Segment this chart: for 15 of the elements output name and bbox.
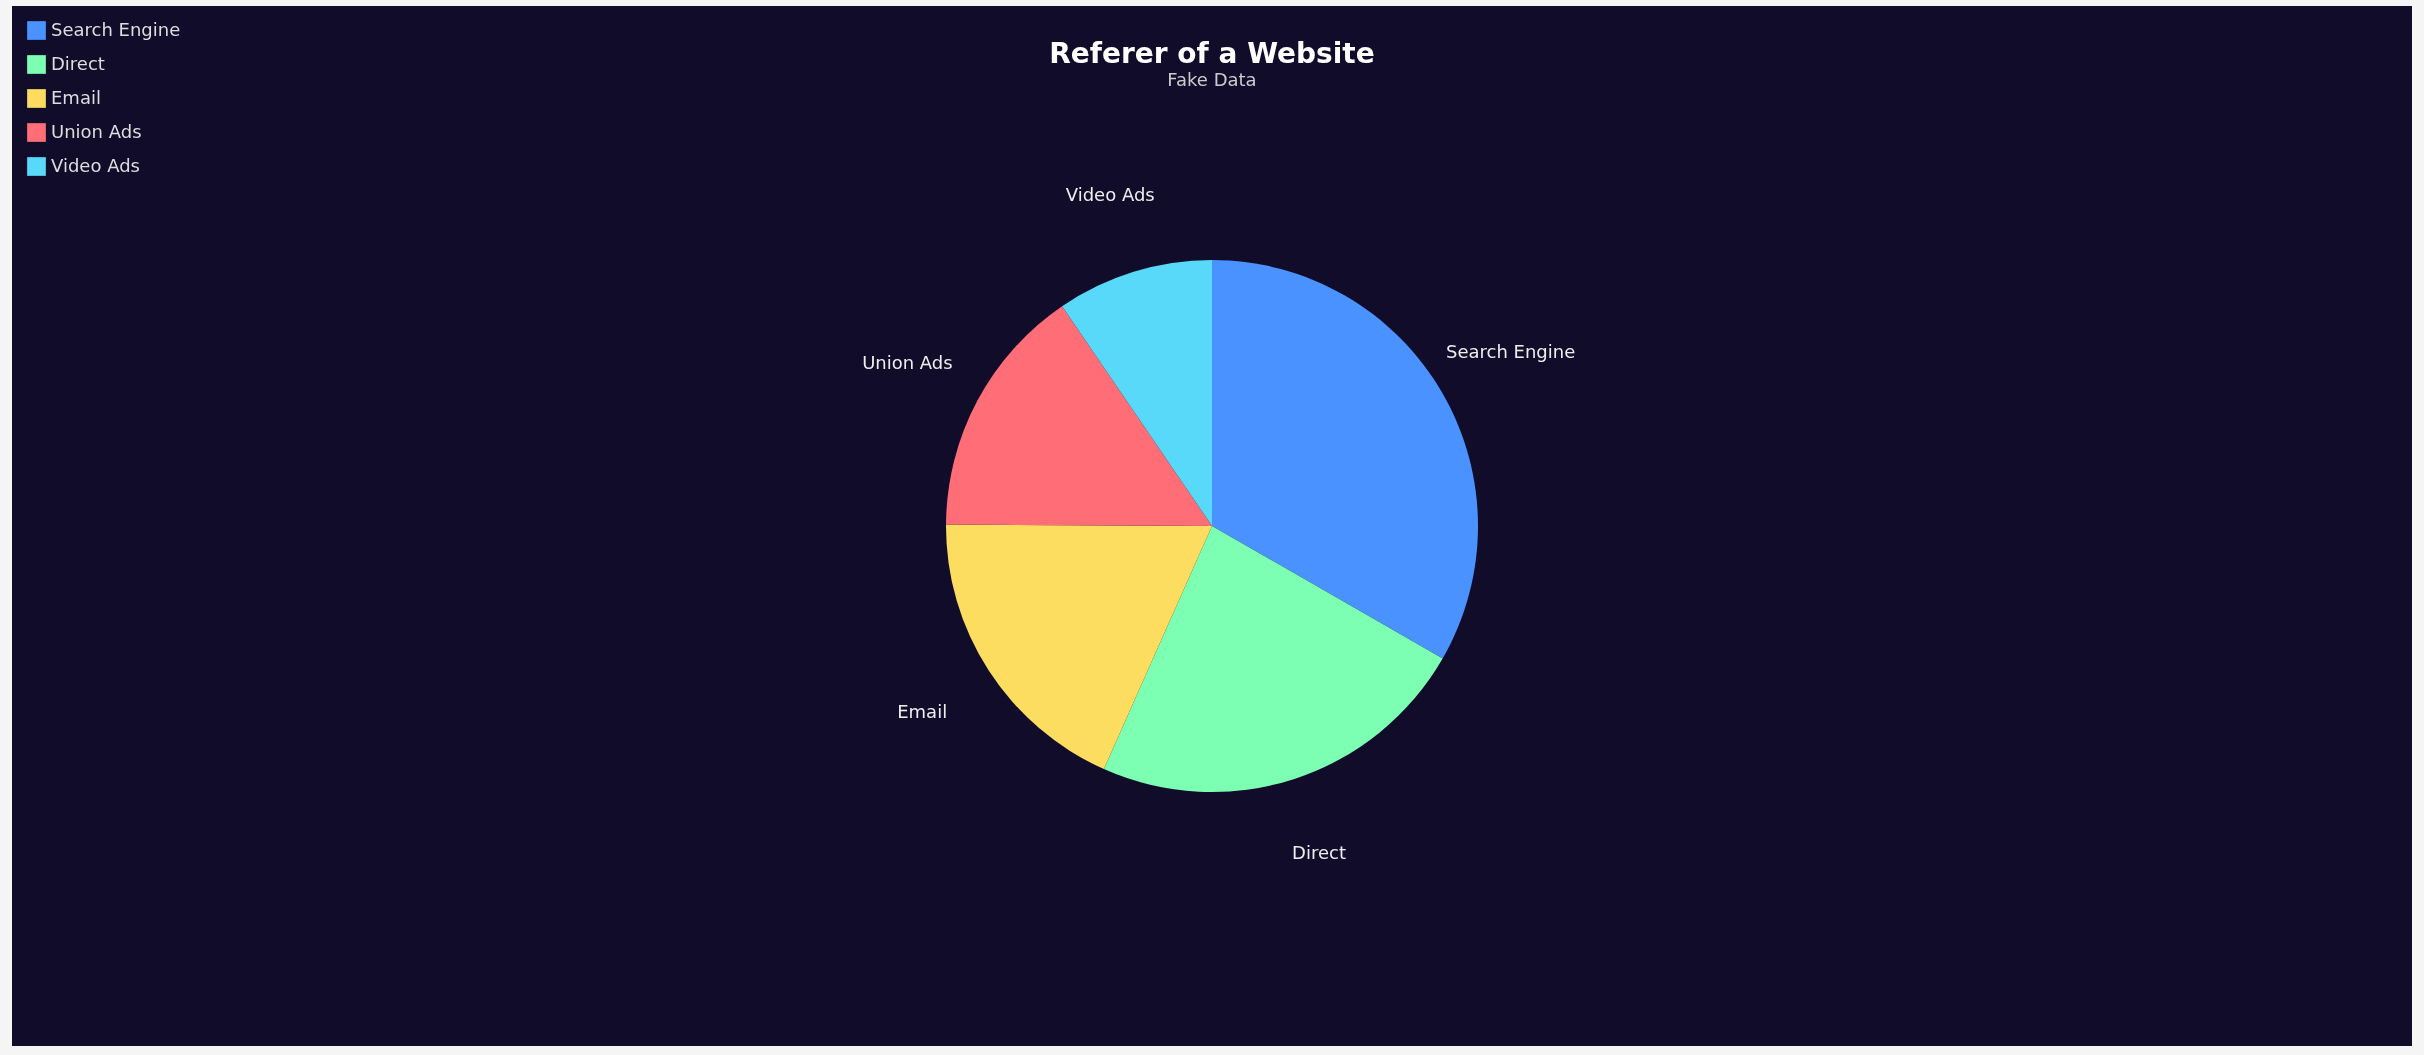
legend-label: Direct <box>51 52 105 74</box>
pie-slice <box>946 524 1212 770</box>
legend-label: Search Engine <box>51 18 181 40</box>
slice-label: Video Ads <box>1065 184 1155 206</box>
text: Referer of a Website <box>1049 37 1375 70</box>
legend-label: Video Ads <box>51 154 140 176</box>
slice-label: Email <box>897 701 948 723</box>
pie-slice <box>1062 260 1212 526</box>
pie-slice <box>1103 526 1443 792</box>
legend-label: Union Ads <box>51 120 142 142</box>
slice-label: Search Engine <box>1445 341 1576 363</box>
legend-label: Email <box>51 86 101 108</box>
slice-label: Direct <box>1292 841 1346 863</box>
text: Fake Data <box>1167 69 1257 90</box>
slice-label: Union Ads <box>862 351 953 373</box>
